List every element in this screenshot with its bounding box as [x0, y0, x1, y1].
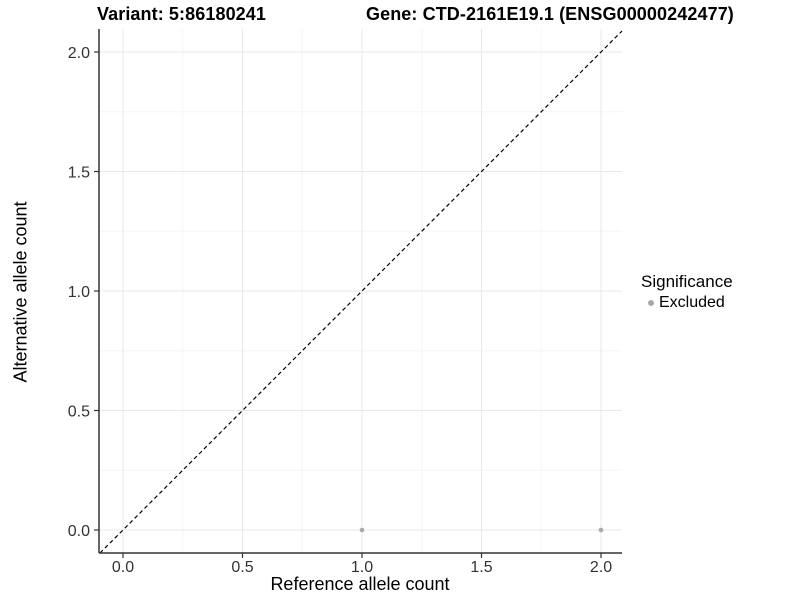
x-tick-label: 2.0 [590, 559, 612, 576]
legend-entry-excluded: Excluded [648, 294, 733, 312]
legend-point-swatch [648, 300, 654, 306]
y-axis-title: Alternative allele count [10, 201, 31, 383]
data-point [598, 527, 604, 533]
plot-title-variant: Variant: 5:86180241 [97, 4, 267, 24]
legend-title: Significance [641, 272, 733, 291]
identity-reference-line [99, 30, 623, 554]
data-point [359, 527, 365, 533]
y-tick-label: 0.0 [68, 523, 90, 540]
x-axis-title: Reference allele count [270, 574, 450, 594]
y-tick-label: 1.5 [68, 165, 90, 182]
x-tick-label: 1.0 [351, 559, 373, 576]
x-tick-label: 0.5 [231, 559, 253, 576]
plot-title-gene: Gene: CTD-2161E19.1 (ENSG00000242477) [366, 4, 734, 24]
x-tick-label: 1.5 [470, 559, 492, 576]
legend: Significance Excluded [641, 272, 733, 312]
y-tick-label: 0.5 [68, 404, 90, 421]
y-tick-label: 2.0 [68, 45, 90, 62]
legend-entry-label: Excluded [659, 294, 725, 311]
y-tick-label: 1.0 [68, 284, 90, 301]
x-tick-label: 0.0 [112, 559, 134, 576]
